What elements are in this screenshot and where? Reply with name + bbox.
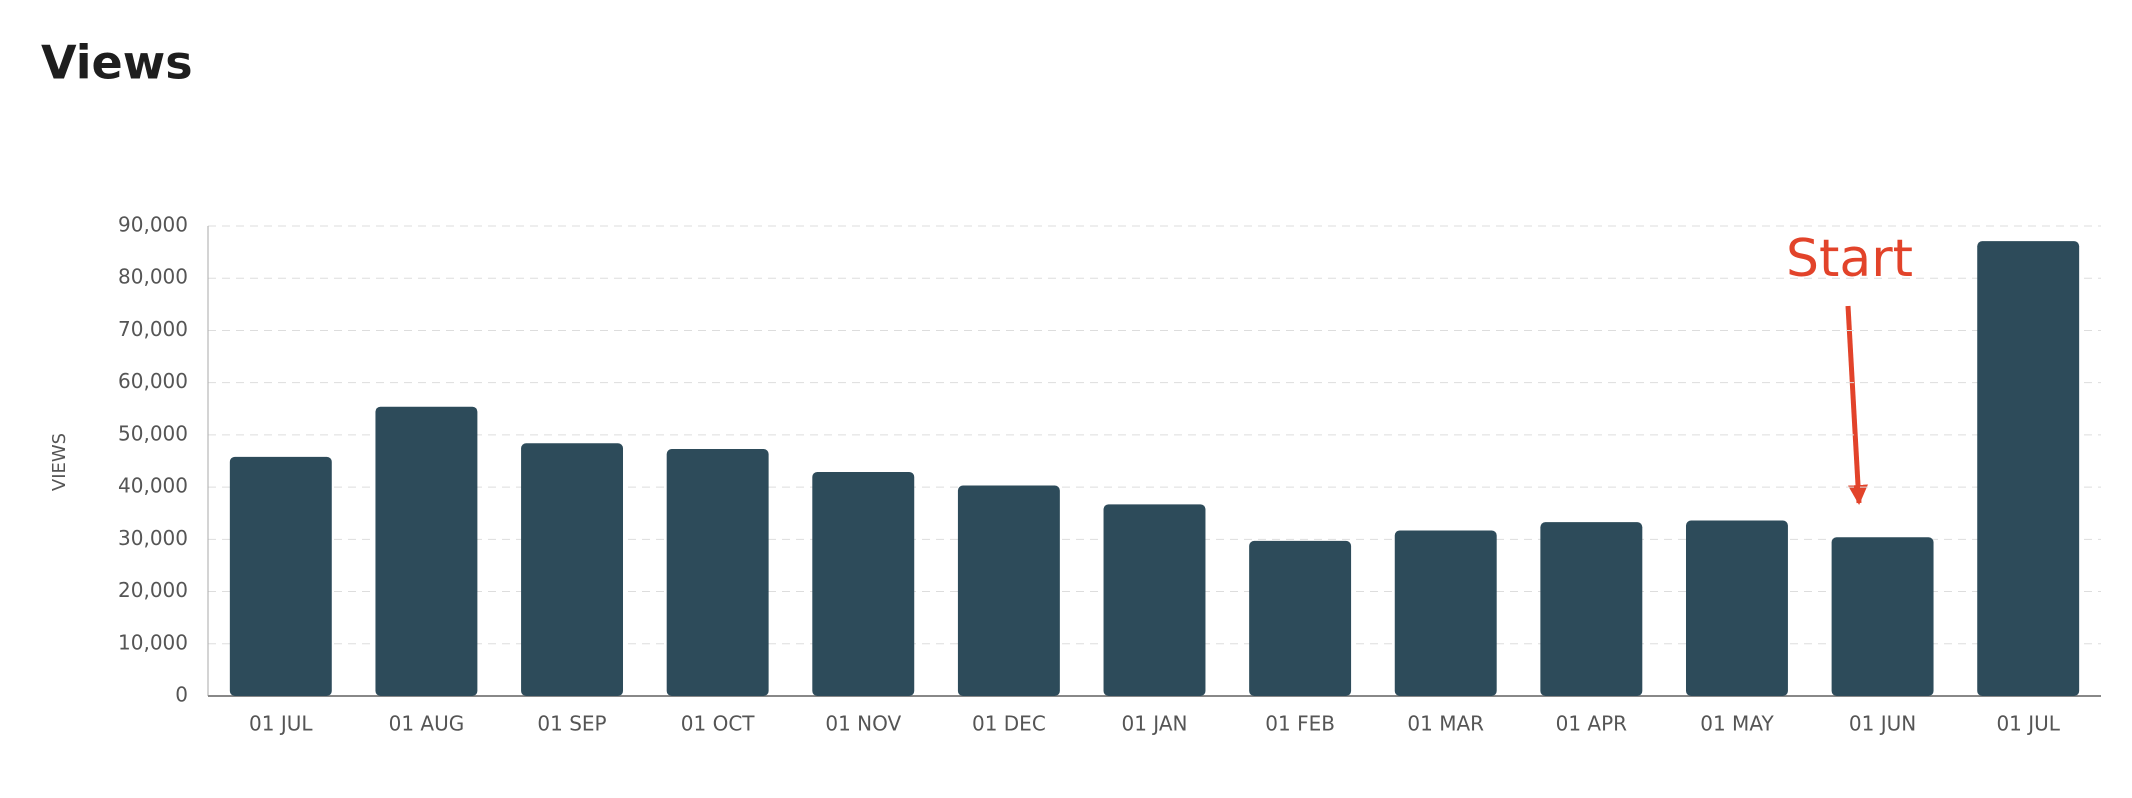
chart-title: Views — [41, 36, 193, 90]
x-tick-label: 01 APR — [1556, 712, 1628, 736]
annotation-arrow — [1845, 305, 1868, 505]
x-tick-label: 01 MAY — [1700, 712, 1774, 736]
y-tick-label: 90,000 — [118, 213, 188, 237]
y-tick-label: 30,000 — [118, 526, 188, 550]
x-tick-label: 01 NOV — [825, 712, 901, 736]
x-tick-label: 01 FEB — [1265, 712, 1335, 736]
bar — [1977, 241, 2080, 696]
x-tick-label: 01 JUL — [1996, 712, 2060, 736]
bar — [812, 471, 915, 696]
y-tick-label: 20,000 — [118, 578, 188, 602]
y-tick-label: 40,000 — [118, 474, 188, 498]
bar — [1831, 537, 1934, 696]
bar — [957, 485, 1060, 696]
x-tick-label: 01 JUL — [249, 712, 313, 736]
bar — [1685, 520, 1788, 696]
x-tick-label: 01 JUN — [1849, 712, 1916, 736]
bar — [375, 406, 478, 696]
bar — [666, 448, 769, 696]
y-tick-label: 70,000 — [118, 317, 188, 341]
x-tick-label: 01 OCT — [681, 712, 756, 736]
bar — [1540, 522, 1643, 696]
x-tick-label: 01 AUG — [389, 712, 465, 736]
bar — [1394, 530, 1497, 696]
x-tick-label: 01 MAR — [1407, 712, 1484, 736]
x-tick-label: 01 DEC — [972, 712, 1046, 736]
bar — [521, 443, 624, 696]
x-tick-label: 01 JAN — [1122, 712, 1188, 736]
bar — [1249, 540, 1352, 696]
annotation: Start — [1786, 229, 1913, 289]
bar — [1103, 504, 1206, 696]
y-tick-label: 10,000 — [118, 630, 188, 654]
x-tick-label: 01 SEP — [537, 712, 606, 736]
y-axis-label: VIEWS — [49, 433, 70, 491]
y-tick-label: 80,000 — [118, 265, 188, 289]
bar — [229, 456, 332, 696]
y-tick-label: 50,000 — [118, 421, 188, 445]
y-tick-label: 60,000 — [118, 369, 188, 393]
y-tick-label: 0 — [175, 683, 188, 707]
